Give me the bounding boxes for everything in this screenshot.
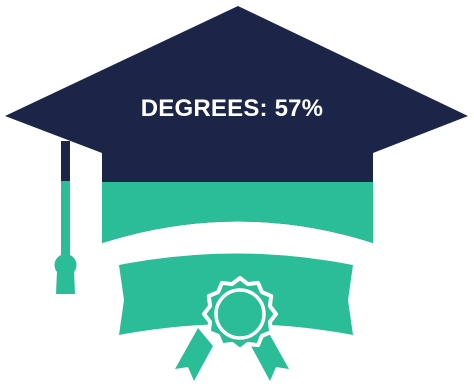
tassel-icon	[54, 141, 77, 294]
degrees-label: DEGREES: 57%	[141, 95, 323, 122]
seal-rosette-icon	[202, 276, 278, 352]
